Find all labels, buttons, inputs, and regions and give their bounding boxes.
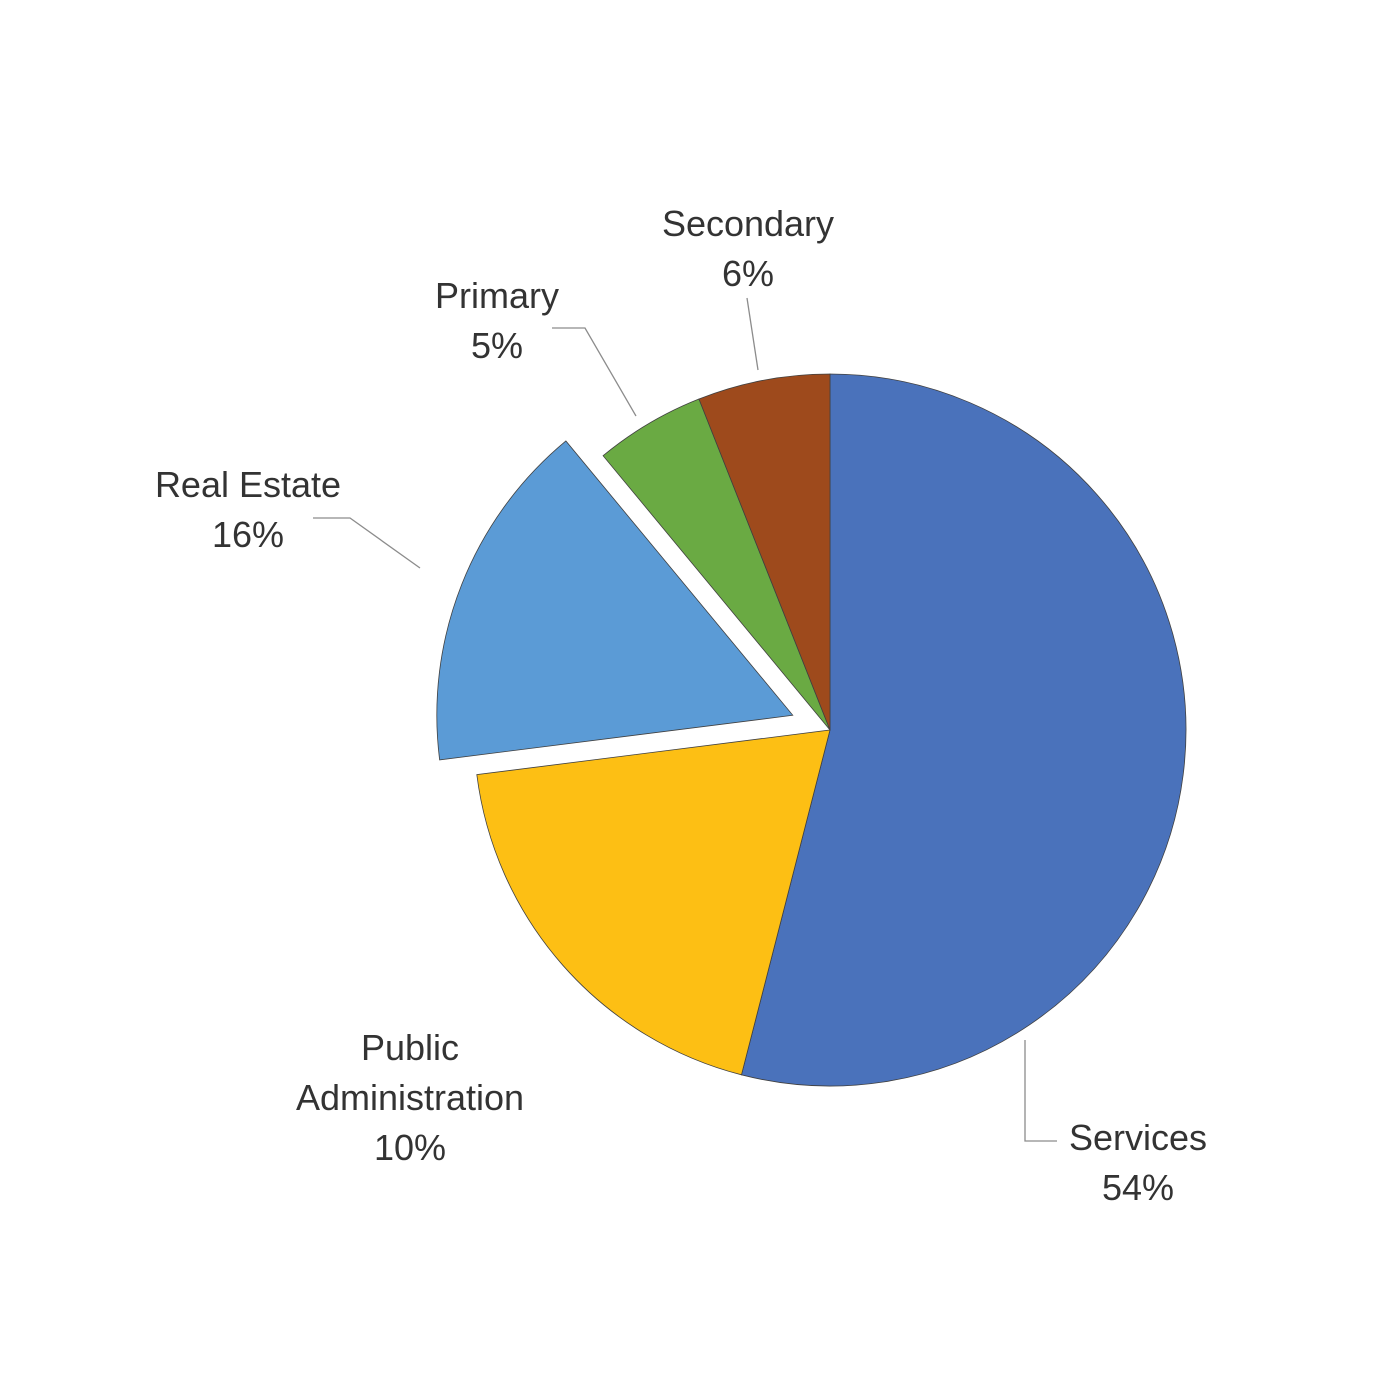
data-label-name: Administration [296,1077,524,1118]
data-label-percent: 5% [471,325,523,366]
data-label-percent: 16% [212,514,284,555]
pie-slice-secondary [698,373,831,731]
pie-slices [436,373,1187,1087]
leader-line-primary [552,327,637,417]
data-label-primary: Primary 5% [435,275,559,366]
pie-slice-public-administration [476,729,831,1076]
data-label-percent: 6% [722,253,774,294]
data-label-services: Services 54% [1069,1117,1207,1208]
data-label-name: Public [361,1027,459,1068]
data-label-name: Real Estate [155,464,341,505]
data-label-percent: 54% [1102,1167,1174,1208]
data-label-name: Services [1069,1117,1207,1158]
leader-lines [313,297,1057,1142]
data-label-public-administration: Public Administration 10% [296,1027,524,1168]
leader-line-services [1024,1040,1057,1142]
pie-slice-services [740,373,1187,1087]
data-label-secondary: Secondary 6% [662,203,834,294]
data-label-percent: 10% [374,1127,446,1168]
data-label-name: Primary [435,275,559,316]
data-label-real-estate: Real Estate 16% [155,464,341,555]
leader-line-real-estate [313,517,421,569]
leader-line-secondary [746,297,759,371]
pie-slice-real-estate [436,440,794,761]
data-label-name: Secondary [662,203,834,244]
slice-labels: Services 54% Public Administration 10% Real E… [155,203,1207,1208]
